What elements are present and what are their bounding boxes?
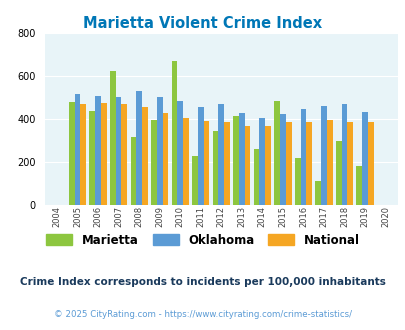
Bar — [110, 71, 115, 205]
Bar — [232, 115, 238, 205]
Bar — [285, 122, 291, 205]
Bar — [259, 118, 264, 205]
Legend: Marietta, Oklahoma, National: Marietta, Oklahoma, National — [43, 230, 362, 250]
Bar — [320, 106, 326, 205]
Bar — [156, 97, 162, 205]
Bar — [95, 96, 101, 205]
Bar — [305, 122, 311, 205]
Bar — [171, 61, 177, 205]
Bar — [294, 158, 300, 205]
Bar — [121, 104, 127, 205]
Bar — [212, 131, 218, 205]
Bar — [203, 121, 209, 205]
Bar — [253, 149, 259, 205]
Bar — [192, 156, 197, 205]
Bar — [264, 126, 270, 205]
Bar — [361, 112, 367, 205]
Bar — [80, 104, 86, 205]
Bar — [162, 113, 168, 205]
Bar — [238, 114, 244, 205]
Bar — [218, 104, 224, 205]
Bar — [183, 118, 188, 205]
Bar — [347, 122, 352, 205]
Bar — [367, 122, 373, 205]
Bar — [142, 107, 147, 205]
Bar — [177, 101, 183, 205]
Bar — [69, 102, 75, 205]
Text: Crime Index corresponds to incidents per 100,000 inhabitants: Crime Index corresponds to incidents per… — [20, 278, 385, 287]
Bar — [115, 97, 121, 205]
Bar — [151, 120, 156, 205]
Bar — [315, 181, 320, 205]
Text: © 2025 CityRating.com - https://www.cityrating.com/crime-statistics/: © 2025 CityRating.com - https://www.city… — [54, 310, 351, 319]
Bar — [300, 109, 305, 205]
Bar — [101, 103, 107, 205]
Bar — [274, 101, 279, 205]
Bar — [224, 121, 229, 205]
Bar — [197, 107, 203, 205]
Bar — [130, 137, 136, 205]
Bar — [89, 111, 95, 205]
Text: Marietta Violent Crime Index: Marietta Violent Crime Index — [83, 16, 322, 31]
Bar — [356, 166, 361, 205]
Bar — [341, 104, 347, 205]
Bar — [136, 91, 142, 205]
Bar — [335, 141, 341, 205]
Bar — [244, 126, 250, 205]
Bar — [279, 114, 285, 205]
Bar — [75, 94, 80, 205]
Bar — [326, 120, 332, 205]
